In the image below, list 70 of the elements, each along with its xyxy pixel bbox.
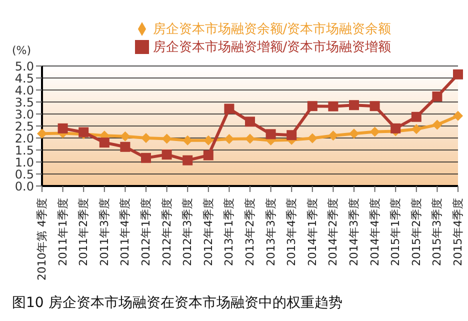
x-tick-label: 2013年3季度 (264, 198, 278, 266)
point (370, 101, 380, 112)
y-tick-label: 0.5 (14, 167, 34, 182)
y-tick-label: 2.0 (14, 131, 34, 146)
point (162, 150, 172, 160)
x-tick-label: 2012年3季度 (181, 198, 194, 266)
y-tick-label: 3.0 (14, 107, 34, 122)
x-tick-label: 2014年1季度 (306, 198, 319, 266)
legend-label: 房企资本市场融资增额/资本市场融资增额 (152, 40, 392, 55)
point (432, 120, 442, 130)
point (411, 124, 422, 134)
point (162, 134, 172, 144)
x-tick-label: 2014年3季度 (348, 198, 360, 266)
y-tick-label: 4.5 (14, 71, 34, 86)
legend-label: 房企资本市场融资余额/资本市场融资余额 (152, 22, 392, 37)
point (203, 150, 214, 160)
point (224, 134, 234, 144)
point (182, 155, 193, 166)
point (245, 134, 255, 144)
y-tick-label: 2.5 (14, 119, 34, 134)
text: 图10 房企资本市场融资在资本市场融资中的权重趋势 (11, 294, 344, 312)
x-tick-label: 2015年2季度 (410, 198, 423, 266)
point (349, 100, 359, 110)
point (224, 104, 234, 114)
x-tick-label: 2011年4季度 (118, 198, 132, 266)
point (328, 130, 338, 141)
point (328, 101, 338, 112)
y-tick-label: 1.5 (14, 143, 34, 158)
point (141, 152, 151, 163)
point (37, 128, 47, 139)
point (307, 101, 318, 112)
point (411, 112, 422, 122)
x-tick-label: 2010年第 4季度 (36, 198, 48, 280)
y-axis-title: (%) (12, 44, 32, 57)
x-tick-label: 2015年4季度 (452, 198, 464, 266)
x-tick-label: 2013年1季度 (222, 198, 236, 266)
point (390, 123, 401, 134)
point (266, 129, 276, 140)
point (432, 91, 442, 102)
y-tick-label: 1.0 (14, 155, 34, 170)
point (203, 135, 214, 146)
x-tick-label: 2011年3季度 (98, 198, 111, 266)
x-tick-label: 2011年1季度 (56, 198, 70, 266)
point (453, 69, 463, 80)
point (286, 130, 297, 140)
point (349, 128, 359, 139)
x-tick-label: 2015年3季度 (430, 198, 444, 266)
y-tick-label: 4.0 (14, 83, 34, 98)
x-tick-label: 2014年2季度 (326, 198, 340, 266)
y-tick-label: 3.5 (14, 95, 34, 110)
point (453, 110, 463, 121)
x-tick-label: 2014年4季度 (368, 198, 382, 266)
x-tick-label: 2013年4季度 (285, 198, 298, 266)
point (245, 116, 255, 127)
x-tick-label: 2012年2季度 (160, 198, 174, 266)
point (141, 133, 151, 143)
x-tick-label: 2012年4季度 (202, 198, 215, 266)
x-tick-label: 2011年2季度 (77, 198, 90, 266)
point (370, 126, 380, 137)
y-tick-label: 5.0 (14, 59, 34, 74)
point (58, 123, 68, 134)
point (307, 133, 318, 144)
point (182, 135, 193, 146)
point (120, 131, 130, 142)
x-tick-label: 2015年1季度 (389, 198, 402, 266)
y-tick-label: 0.0 (14, 179, 34, 194)
x-tick-label: 2013年2季度 (244, 198, 256, 266)
x-tick-label: 2012年1季度 (140, 198, 152, 266)
point (120, 142, 130, 152)
point (99, 138, 110, 148)
